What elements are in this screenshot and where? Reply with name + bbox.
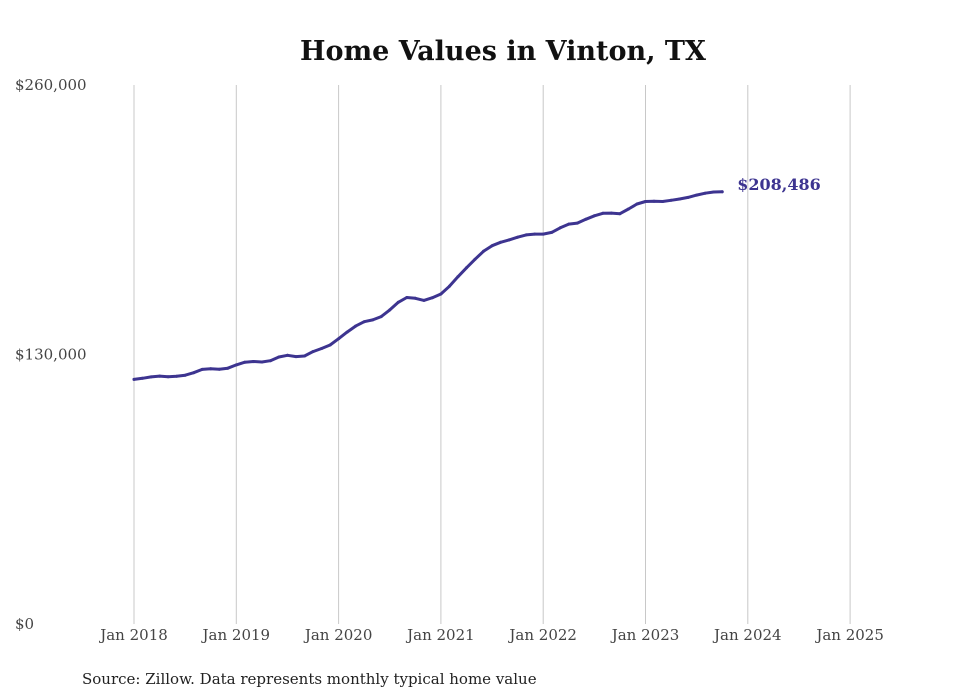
data-point (473, 257, 477, 261)
data-point (695, 193, 699, 197)
data-point (379, 315, 383, 319)
data-point (499, 240, 503, 244)
data-point (456, 275, 460, 279)
data-point (149, 375, 153, 379)
data-point (362, 320, 366, 324)
x-tick-label: Jan 2018 (98, 626, 168, 644)
data-point (558, 226, 562, 230)
data-point (652, 199, 656, 203)
chart-title: Home Values in Vinton, TX (300, 36, 706, 67)
data-point (337, 337, 341, 341)
data-point (465, 266, 468, 270)
data-point (217, 367, 221, 371)
y-axis-ticks: $0 $130,000 $260,000 (15, 76, 87, 633)
data-point (311, 350, 315, 354)
data-point (627, 207, 630, 211)
data-point (601, 211, 605, 215)
data-point (686, 195, 690, 199)
data-point (533, 232, 537, 236)
data-point (251, 360, 255, 363)
data-point (609, 211, 613, 215)
data-point (234, 363, 238, 367)
y-tick-label: $260,000 (15, 76, 87, 94)
x-tick-label: Jan 2023 (610, 626, 680, 644)
data-point (286, 353, 289, 357)
data-point (141, 376, 144, 380)
data-point (661, 200, 665, 203)
data-point (158, 374, 162, 378)
x-tick-label: Jan 2019 (201, 626, 271, 644)
x-tick-label: Jan 2022 (507, 626, 577, 644)
data-point (516, 235, 520, 239)
data-point (345, 330, 349, 334)
data-point (575, 221, 579, 225)
data-point (200, 367, 204, 371)
y-tick-label: $0 (15, 615, 34, 633)
data-point (371, 318, 375, 322)
data-point (388, 308, 392, 312)
data-point (550, 230, 554, 234)
data-point (635, 202, 639, 206)
data-point (192, 371, 196, 375)
data-point (720, 190, 724, 194)
data-point (669, 198, 673, 202)
data-point (712, 190, 716, 194)
y-tick-label: $130,000 (15, 346, 87, 364)
data-point (303, 354, 306, 358)
x-tick-label: Jan 2025 (814, 626, 884, 644)
data-point (320, 347, 324, 350)
data-point (183, 373, 187, 377)
data-point (584, 217, 588, 221)
data-point (592, 214, 596, 218)
data-point (524, 233, 528, 237)
data-point (541, 232, 545, 236)
data-point (354, 324, 358, 328)
data-point (413, 296, 417, 300)
data-point (260, 360, 264, 364)
x-axis-ticks: Jan 2018 Jan 2019 Jan 2020 Jan 2021 Jan 2022… (98, 626, 884, 644)
data-point (132, 377, 136, 381)
series-line (132, 190, 724, 381)
x-tick-label: Jan 2020 (303, 626, 373, 644)
data-point (703, 191, 707, 195)
data-point (396, 300, 400, 304)
data-point (678, 197, 682, 201)
data-point (226, 366, 230, 370)
data-point (490, 244, 494, 248)
data-point (507, 238, 511, 242)
data-point (405, 296, 409, 299)
data-point (567, 222, 571, 226)
data-point (328, 343, 332, 347)
data-point (439, 292, 443, 296)
data-point (430, 296, 434, 300)
data-point (294, 355, 298, 359)
data-point (644, 200, 647, 203)
series-layer (132, 190, 724, 381)
data-point (482, 249, 485, 253)
x-tick-label: Jan 2021 (405, 626, 475, 644)
data-point (243, 360, 247, 364)
data-point (422, 298, 426, 302)
data-point (618, 212, 622, 216)
data-point (447, 284, 451, 288)
data-point (175, 374, 179, 378)
gridlines (133, 85, 851, 624)
x-tick-label: Jan 2024 (712, 626, 782, 644)
data-point (268, 359, 272, 363)
data-point (166, 375, 170, 379)
data-point (209, 367, 213, 371)
data-point (277, 355, 281, 359)
end-value-label: $208,486 (737, 175, 821, 194)
source-note: Source: Zillow. Data represents monthly … (82, 670, 537, 688)
